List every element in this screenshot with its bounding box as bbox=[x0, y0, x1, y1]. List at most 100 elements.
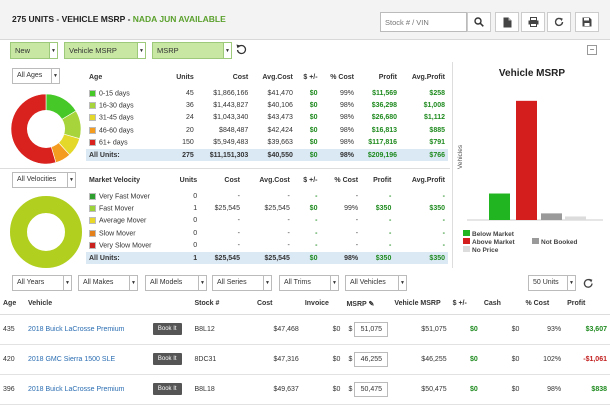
pct-cost-cell: 98% bbox=[339, 139, 354, 147]
legend-swatch bbox=[89, 101, 96, 109]
age-cell: 435 bbox=[0, 314, 25, 345]
ages-select[interactable]: All Ages ▼ bbox=[12, 68, 60, 84]
cost-cell: $47,316 bbox=[253, 344, 302, 375]
bar-above-market[interactable] bbox=[516, 100, 537, 220]
row-label: 31-45 days bbox=[99, 114, 134, 122]
trim-select[interactable]: All Trims ▼ bbox=[279, 275, 339, 291]
plus-minus-cell: $0 bbox=[309, 139, 318, 147]
page-size-value: 50 Units bbox=[533, 279, 559, 286]
vehicle-row[interactable]: 420 2018 GMC Sierra 1500 SLE Book It 8DC31 $… bbox=[0, 344, 610, 375]
year-select[interactable]: All Years ▼ bbox=[12, 275, 72, 291]
pct-cost-header: % Cost bbox=[334, 177, 359, 184]
pct-cost-cell: 102% bbox=[522, 344, 565, 375]
vehicle-link[interactable]: 2018 GMC Sierra 1500 SLE bbox=[27, 355, 116, 363]
pct-cost-cell: - bbox=[355, 192, 359, 200]
cash-cell: $0 bbox=[480, 314, 523, 345]
velocity-row[interactable]: Slow Mover 0 - - - - - - bbox=[86, 227, 448, 239]
legend-label: Below Market bbox=[472, 231, 515, 238]
list-cost-header[interactable]: Cost bbox=[253, 294, 302, 315]
list-vehicle-msrp-header[interactable]: Vehicle MSRP bbox=[391, 294, 450, 315]
legend-swatch bbox=[89, 217, 96, 225]
list-msrp-header[interactable]: MSRP ✎ bbox=[343, 294, 392, 315]
pct-cost-cell: 98% bbox=[339, 126, 354, 134]
list-msrp-header-label: MSRP bbox=[346, 300, 367, 308]
stock-vin-search-input[interactable] bbox=[380, 12, 467, 32]
cost-cell: $5,949,483 bbox=[213, 139, 249, 147]
velocity-row[interactable]: Fast Mover 1 $25,545 $25,545 $0 99% $350 $350 bbox=[86, 202, 448, 214]
vehicles-select[interactable]: All Vehicles ▼ bbox=[345, 275, 407, 291]
velocity-row[interactable]: Very Fast Mover 0 - - - - - - bbox=[86, 190, 448, 202]
plus-minus-header: $ +/- bbox=[303, 74, 318, 81]
ages-total-row: All Units: 275 $11,151,303 $40,550 $0 98% $209… bbox=[86, 148, 448, 162]
row-label: Fast Mover bbox=[99, 205, 135, 213]
reset-icon[interactable] bbox=[236, 44, 247, 55]
pct-cost-cell: 93% bbox=[522, 314, 565, 345]
list-invoice-header[interactable]: Invoice bbox=[301, 294, 344, 315]
avg-profit-header: Avg.Profit bbox=[411, 177, 445, 184]
avg-profit-cell: $1,112 bbox=[423, 114, 445, 122]
avg-cost-header: Avg.Cost bbox=[262, 74, 293, 81]
velocity-row[interactable]: Average Mover 0 - - - - - - bbox=[86, 215, 448, 227]
chevron-down-icon: ▼ bbox=[67, 173, 75, 187]
list-profit-header[interactable]: Profit bbox=[564, 294, 610, 315]
document-button[interactable] bbox=[495, 12, 519, 32]
collapse-icon[interactable]: − bbox=[587, 45, 597, 55]
bar-not-booked[interactable] bbox=[541, 213, 562, 220]
legend-swatch bbox=[463, 238, 470, 244]
save-icon bbox=[582, 17, 592, 27]
book-it-button[interactable]: Book It bbox=[152, 323, 182, 335]
make-select[interactable]: All Makes ▼ bbox=[78, 275, 138, 291]
velocity-donut-chart bbox=[10, 196, 82, 268]
msrp-cell: $ 51,075 bbox=[343, 314, 392, 345]
price-basis-select[interactable]: MSRP ▼ bbox=[152, 42, 232, 59]
vehicle-link[interactable]: 2018 Buick LaCrosse Premium bbox=[27, 385, 125, 393]
legend-label: Not Booked bbox=[541, 239, 578, 246]
title-nada: NADA JUN AVAILABLE bbox=[132, 14, 226, 24]
list-cash-header[interactable]: Cash bbox=[480, 294, 523, 315]
stock-cell: 8DC31 bbox=[191, 344, 254, 375]
save-button[interactable] bbox=[575, 12, 599, 32]
print-button[interactable] bbox=[521, 12, 545, 32]
ages-row[interactable]: 31-45 days 24 $1,043,340 $43,473 $0 98% $26,68… bbox=[86, 112, 448, 124]
avg-cost-cell: $43,473 bbox=[267, 114, 293, 122]
ages-row[interactable]: 61+ days 150 $5,949,483 $39,663 $0 98% $117,81… bbox=[86, 137, 448, 149]
list-refresh-icon[interactable] bbox=[583, 278, 594, 289]
book-it-button[interactable]: Book It bbox=[152, 353, 182, 365]
vehicle-row[interactable]: 396 2018 Buick LaCrosse Premium Book It B8L… bbox=[0, 374, 610, 405]
msrp-input[interactable]: 50,475 bbox=[354, 381, 389, 397]
plus-minus-cell: $0 bbox=[309, 126, 318, 134]
ages-row[interactable]: 16-30 days 36 $1,443,827 $40,106 $0 98% $36,29… bbox=[86, 99, 448, 111]
ages-row[interactable]: 46-60 days 20 $848,487 $42,424 $0 98% $16,813 $… bbox=[86, 124, 448, 136]
status-select[interactable]: New ▼ bbox=[10, 42, 58, 59]
book-it-button[interactable]: Book It bbox=[152, 383, 182, 395]
msrp-input[interactable]: 51,075 bbox=[354, 321, 389, 337]
chevron-down-icon: ▼ bbox=[263, 276, 271, 290]
velocity-row[interactable]: Very Slow Mover 0 - - - - - - bbox=[86, 240, 448, 252]
avg-cost-cell: $40,550 bbox=[251, 148, 296, 162]
bar-below-market[interactable] bbox=[489, 193, 510, 220]
legend-swatch bbox=[89, 192, 96, 200]
refresh-button[interactable] bbox=[547, 12, 571, 32]
vehicle-row[interactable]: 435 2018 Buick LaCrosse Premium Book It B8L… bbox=[0, 314, 610, 345]
cost-cell: $848,487 bbox=[219, 126, 249, 134]
vehicle-link[interactable]: 2018 Buick LaCrosse Premium bbox=[27, 325, 125, 333]
price-basis-select-value: MSRP bbox=[157, 46, 179, 55]
bar-no-price[interactable] bbox=[565, 216, 586, 220]
legend-swatch bbox=[89, 204, 96, 212]
ages-row[interactable]: 0-15 days 45 $1,866,166 $41,470 $0 99% $11,569… bbox=[86, 87, 448, 99]
list-vehicle-header[interactable]: Vehicle bbox=[24, 294, 150, 315]
profit-cell: - bbox=[389, 192, 392, 200]
avg-cost-header: Avg.Cost bbox=[259, 177, 290, 184]
list-stock-header[interactable]: Stock # bbox=[191, 294, 254, 315]
velocity-select[interactable]: All Velocities ▼ bbox=[12, 172, 76, 188]
model-select[interactable]: All Models ▼ bbox=[145, 275, 207, 291]
profit-cell: $36,298 bbox=[371, 102, 398, 110]
list-plus-minus-header[interactable]: $ +/- bbox=[449, 294, 481, 315]
list-pct-cost-header[interactable]: % Cost bbox=[522, 294, 565, 315]
report-select[interactable]: Vehicle MSRP ▼ bbox=[64, 42, 146, 59]
list-age-header[interactable]: Age bbox=[0, 294, 25, 315]
search-button[interactable] bbox=[467, 12, 491, 32]
page-size-select[interactable]: 50 Units ▼ bbox=[528, 275, 576, 291]
msrp-input[interactable]: 46,255 bbox=[354, 351, 389, 367]
series-select[interactable]: All Series ▼ bbox=[212, 275, 272, 291]
